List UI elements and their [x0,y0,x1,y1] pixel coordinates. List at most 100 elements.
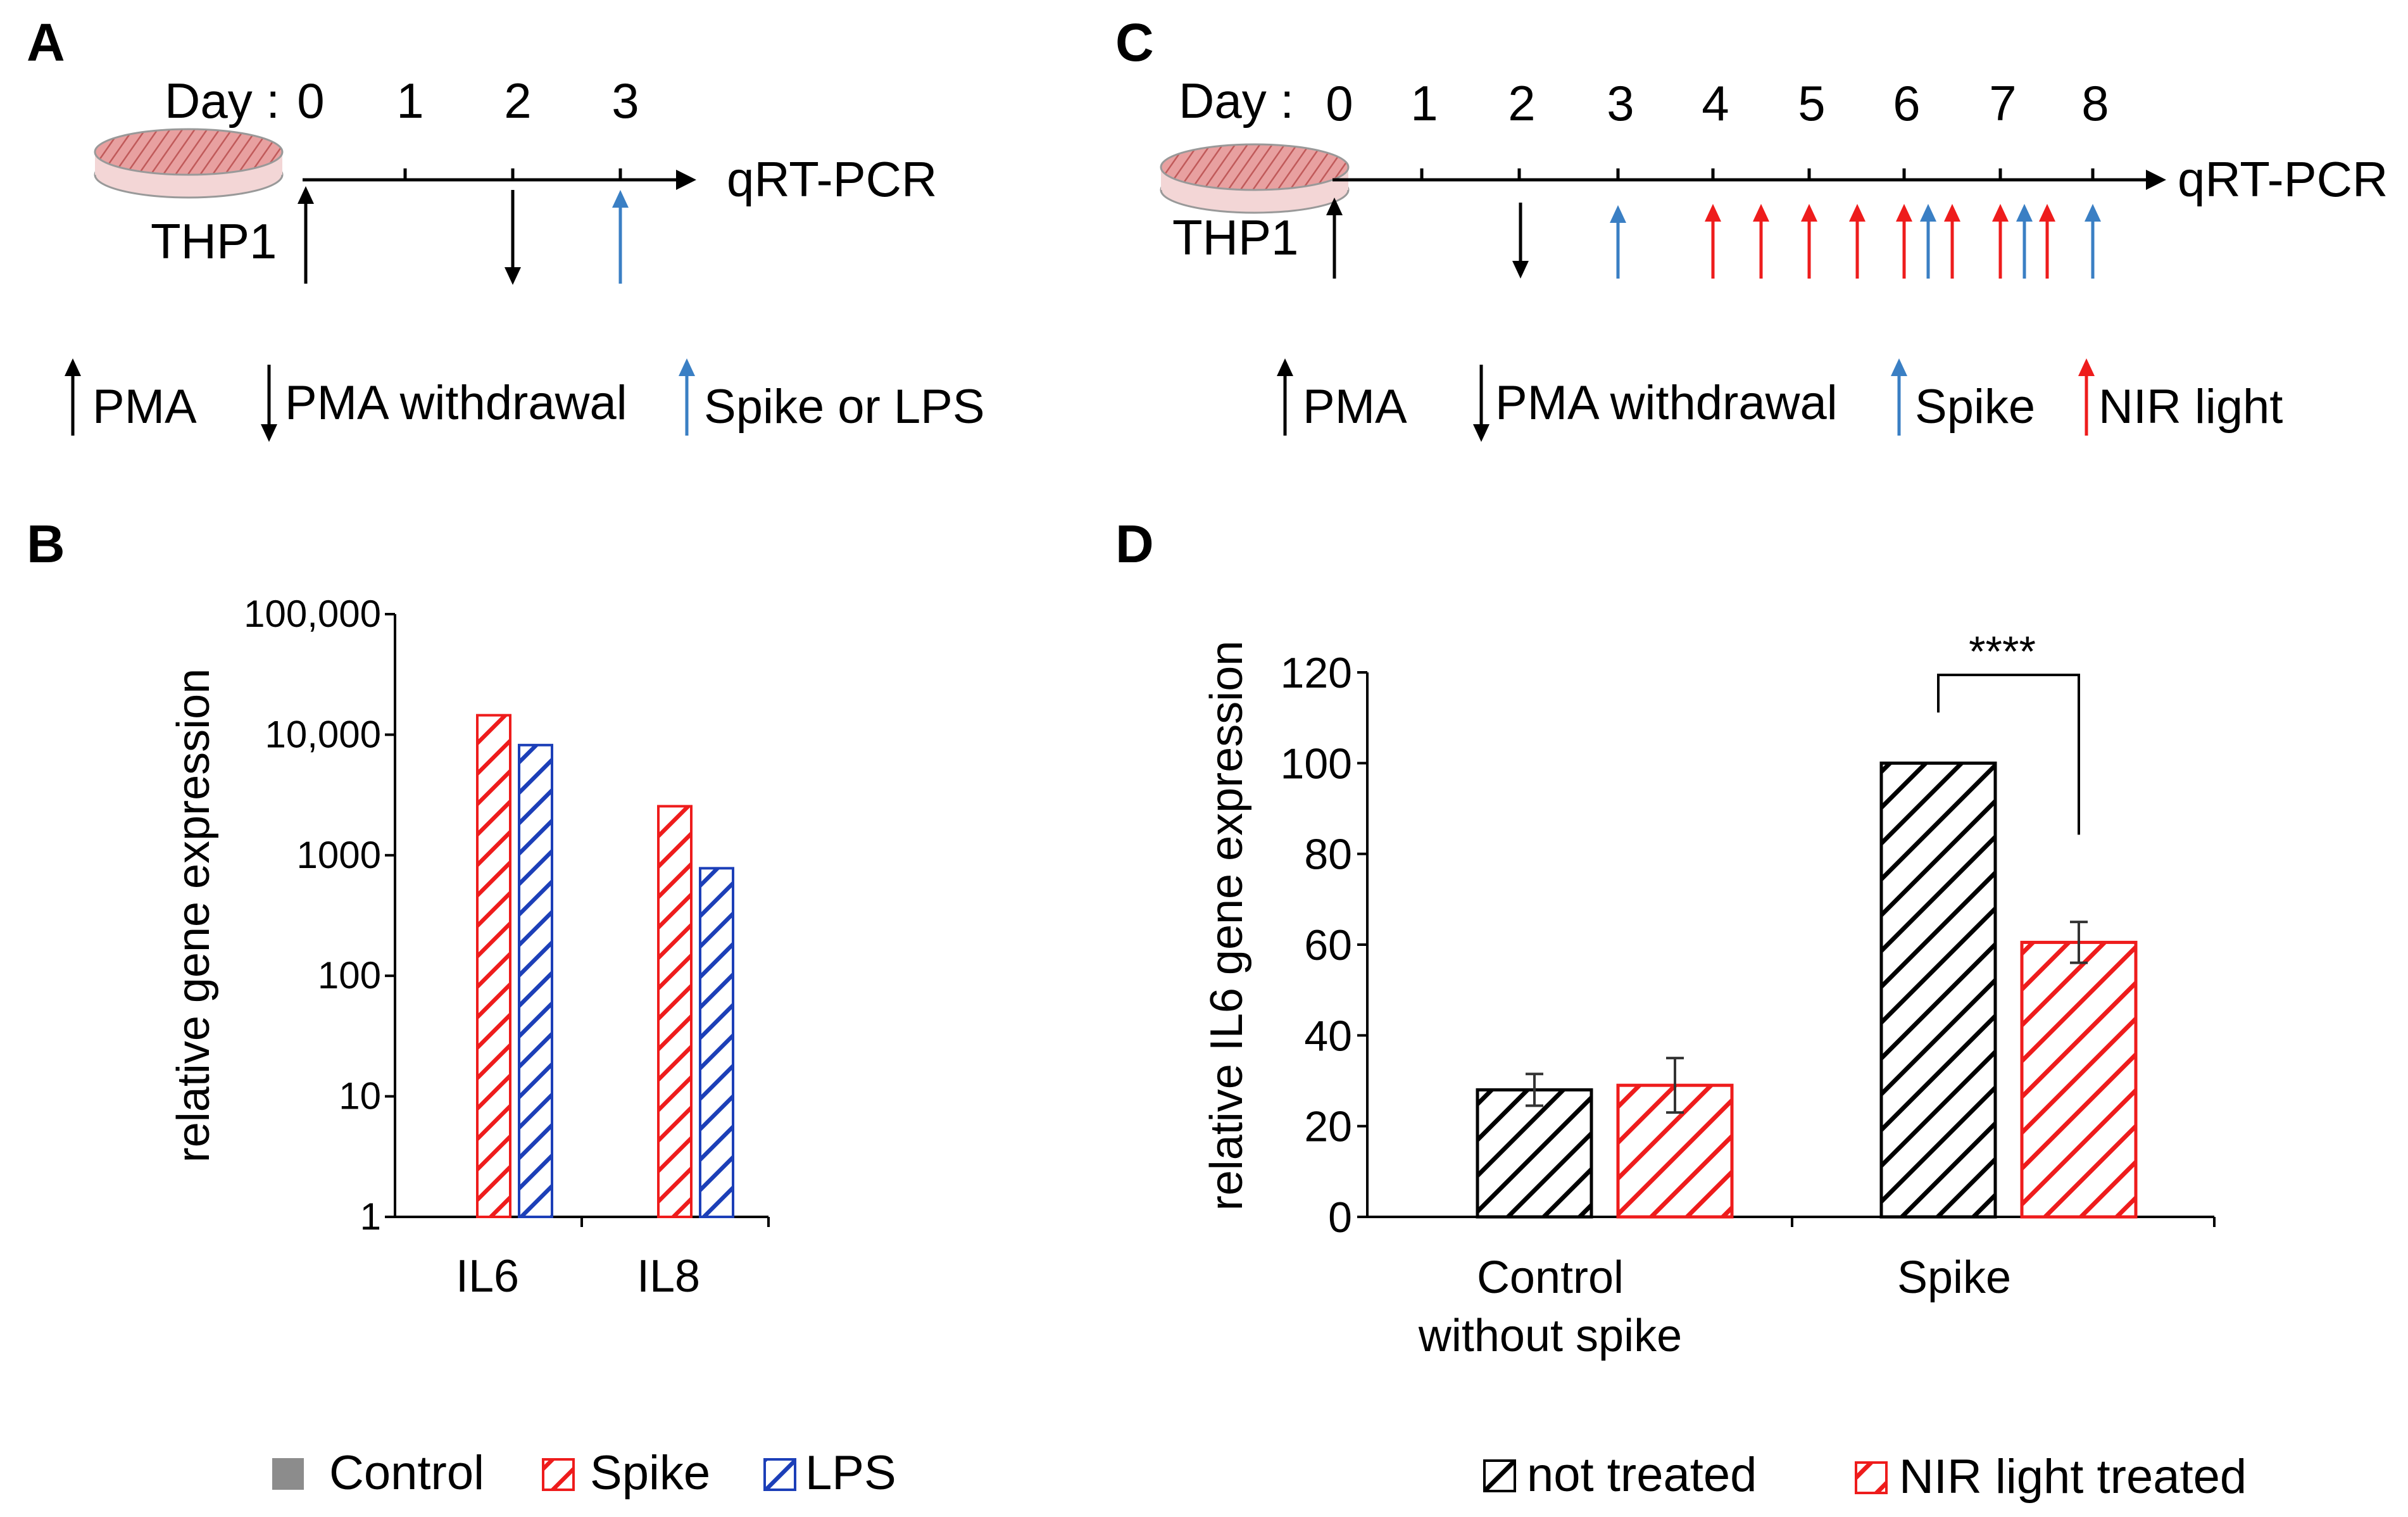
pma-withdrawal-arrow [1512,203,1529,279]
spike-arrow [2085,204,2101,279]
bar-spike-il8 [657,805,693,1218]
day-number: 8 [2081,75,2109,131]
cell-line-label-a: THP1 [151,213,277,269]
error-bar [1526,1073,1543,1107]
legend-label-control: Control [329,1446,484,1500]
day-number: 5 [1798,75,1825,131]
timeline-arrowhead-c [2146,170,2166,190]
legend-c: PMA PMA withdrawal Spike NIR light [1277,358,2283,442]
nir-light-arrow [1753,204,1769,279]
y-tick-label: 120 [1281,649,1352,697]
down-arrow-icon [261,365,277,442]
legend-spike-c: Spike [1915,380,2035,434]
treatment-arrows-c [1326,198,2101,279]
spike-arrow [1610,205,1626,279]
nir-light-arrow [1896,204,1912,279]
legend-a: PMA PMA withdrawal Spike or LPS [65,358,985,442]
legend-swatch-nir-treated [1855,1461,1888,1494]
legend-swatch-lps [763,1458,796,1491]
day-number: 4 [1702,75,1729,131]
blue-up-arrow-icon [1891,358,1907,436]
panel-a: A Day : 0 1 2 3 qRT-PCR THP1 PMA PMA withdr… [27,13,985,442]
legend-swatch-spike [542,1458,575,1491]
x-category-label: Spike [1897,1252,2011,1303]
legend-label-not-treated: not treated [1527,1448,1757,1502]
treatment-arrows-a [298,186,629,285]
bar-nir-light-treated-1 [2020,940,2138,1219]
y-tick-label: 1000 [297,834,381,876]
endpoint-label-a: qRT-PCR [727,151,937,207]
chart-d: 0 20 40 60 80 100 120 Control without spike Spike… [1201,627,2216,1361]
legend-withdrawal-c: PMA withdrawal [1495,376,1838,430]
significance-bracket [1937,674,2080,835]
chart-b: 1 10 100 1000 10,000 100,000 IL6 IL8 relative ge… [168,593,770,1302]
day-number: 0 [297,73,324,129]
y-tick-label: 0 [1328,1193,1352,1242]
x-category-label: Control [1477,1252,1624,1303]
petri-dish-icon [1160,143,1350,214]
nir-light-arrow [1944,204,1960,279]
y-tick-label: 10,000 [265,713,381,755]
x-category-label: without spike [1418,1311,1682,1361]
spike-arrow [612,190,629,284]
legend-withdrawal-a: PMA withdrawal [285,376,627,430]
y-tick-label: 1 [360,1195,381,1238]
bar-lps-il6 [518,743,553,1218]
spike-arrow [1920,204,1936,279]
up-arrow-icon [65,358,81,436]
day-label-a: Day : [165,73,280,129]
legend-label-lps: LPS [805,1446,896,1500]
panel-b: B 1 10 100 1000 10,000 100,000 IL6 IL8 relative … [27,514,896,1500]
significance-label: **** [1969,627,2036,676]
legend-d: not treated NIR light treated [1483,1448,2247,1504]
petri-dish-icon [94,128,284,199]
pma-arrow [1326,198,1343,279]
day-number: 6 [1893,75,1920,131]
y-tick-label: 80 [1304,831,1352,879]
bar-lps-il8 [699,867,734,1218]
legend-pma-a: PMA [92,380,197,434]
y-tick-label: 100,000 [244,593,381,635]
legend-label-nir-treated: NIR light treated [1899,1450,2247,1504]
bar-not-treated-0 [1476,1088,1593,1219]
panel-label-c: C [1115,13,1154,72]
day-number: 0 [1326,75,1353,131]
panel-d: D 0 20 40 60 80 100 120 Control without spike Spi… [1115,514,2247,1504]
y-tick-label: 60 [1304,921,1352,969]
legend-label-spike: Spike [590,1446,710,1500]
day-number: 1 [396,73,423,129]
endpoint-label-c: qRT-PCR [2178,151,2388,207]
legend-b: Control Spike LPS [272,1446,896,1500]
bar-spike-il6 [476,714,511,1218]
down-arrow-icon [1473,365,1489,442]
day-number: 3 [611,73,639,129]
day-number: 1 [1410,75,1438,131]
day-number: 2 [1508,75,1535,131]
panel-label-a: A [27,13,65,72]
nir-light-arrow [1705,204,1721,279]
error-bar [1666,1057,1684,1114]
red-up-arrow-icon [2078,358,2095,436]
pma-arrow [298,186,314,284]
y-tick-label: 40 [1304,1012,1352,1060]
y-tick-label: 100 [1281,740,1352,788]
y-tick-label: 10 [339,1075,381,1117]
panel-c: C Day : 0 1 2 3 4 5 6 7 8 qRT-PCR THP1 PMA PMA w… [1115,13,2388,442]
legend-nir-c: NIR light [2098,380,2283,434]
legend-pma-c: PMA [1303,380,1407,434]
legend-swatch-control [272,1458,304,1490]
panel-label-d: D [1115,514,1154,574]
day-ticks-c: 0 1 2 3 4 5 6 7 8 [1326,75,2109,180]
x-category-label: IL8 [637,1251,700,1302]
nir-light-arrow [2039,204,2055,279]
y-tick-label: 100 [318,954,381,997]
pma-withdrawal-arrow [505,190,521,285]
blue-up-arrow-icon [679,358,695,436]
error-bar [2070,921,2088,964]
y-tick-label: 20 [1304,1103,1352,1151]
nir-light-arrow [1801,204,1817,279]
x-category-label: IL6 [456,1251,519,1302]
nir-light-arrow [1992,204,2009,279]
day-label-c: Day : [1179,73,1294,129]
